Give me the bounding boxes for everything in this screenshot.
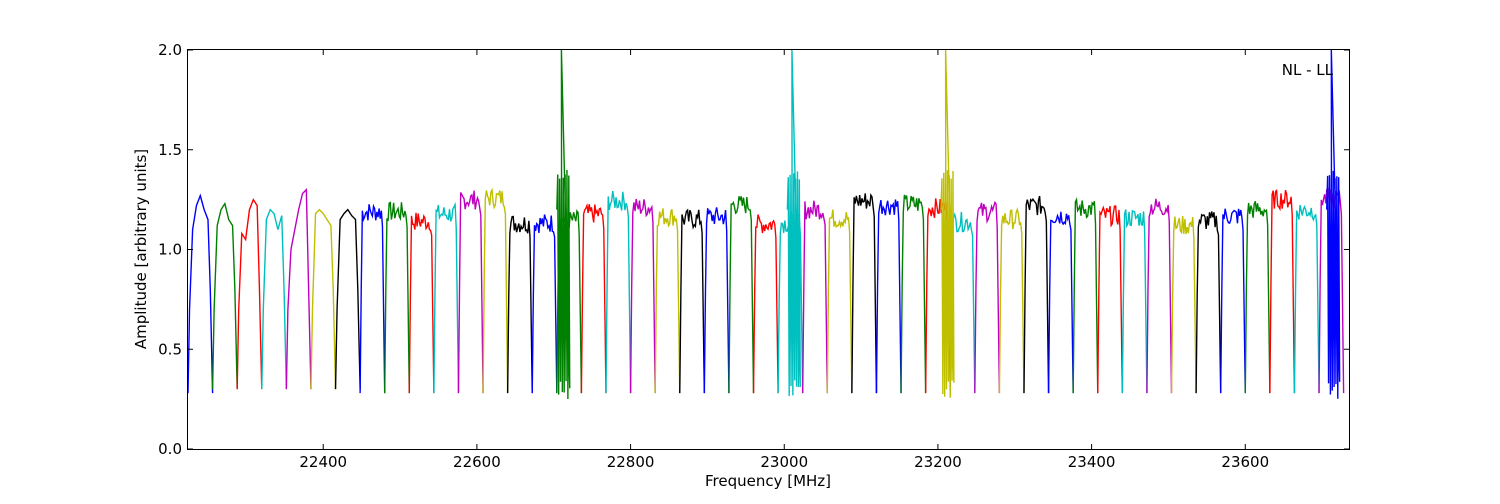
series-line [1072,197,1099,394]
series-line [433,202,460,394]
series-line [1244,201,1271,394]
series-line [1047,211,1074,394]
x-tick-label: 23600 [1221,453,1269,471]
series-line [310,208,337,390]
series-line [211,201,238,390]
x-tick-label: 22800 [607,453,655,471]
series-line [1293,204,1320,394]
series-line [334,208,361,390]
series-line [900,194,927,394]
series-line [703,207,730,394]
x-tick-label: 22400 [299,453,347,471]
series-line [1219,208,1246,394]
series-line [359,203,386,394]
x-tick-label: 23000 [760,453,808,471]
x-axis-label: Frequency [MHz] [705,472,831,490]
y-tick-label: 1.0 [158,241,182,259]
annotation-label: NL - LL [1282,61,1334,79]
series-line [654,208,681,394]
y-tick-label: 0.5 [158,340,182,358]
series-line [384,201,410,394]
plot-frame [187,49,1350,450]
series-line [188,193,214,394]
x-tick-label: 22600 [453,453,501,471]
y-tick-label: 2.0 [158,41,182,59]
series-line [998,207,1025,394]
series-line [851,193,878,394]
y-tick-label: 0.0 [158,440,182,458]
spike-line [556,50,571,399]
series-line [506,215,533,394]
series-line [679,208,706,394]
y-axis-label: Amplitude [arbitrary units] [132,149,150,349]
ticks-layer: 22400 22600 22800 23000 23200 23400 23600 0.0 0.… [158,41,1349,471]
series-line [236,198,263,390]
series-line [605,191,632,394]
series-line [285,187,312,390]
series-line [1023,195,1050,394]
spike-line [940,50,955,398]
series-line [974,200,1001,394]
series-line [629,198,656,394]
series-line [1121,209,1148,394]
series-line [457,190,484,394]
y-tick-label: 1.5 [158,141,182,159]
series-line [531,214,558,394]
series-line [801,200,828,394]
x-tick-label: 23200 [914,453,962,471]
series-layer [188,50,1345,399]
series-line [826,209,853,394]
series-line [261,208,288,390]
spike-line [1326,50,1341,399]
series-line [949,211,976,394]
series-line [1269,189,1296,394]
series-line [1146,198,1173,394]
series-line [1097,205,1124,394]
series-line [728,196,755,394]
series-line [752,214,779,394]
x-tick-label: 23400 [1068,453,1116,471]
series-line [482,187,509,394]
series-line [1170,215,1197,394]
series-line [875,199,902,394]
series-line [1195,211,1222,394]
series-line [580,203,607,394]
spike-line [786,50,801,397]
series-line [408,212,435,394]
